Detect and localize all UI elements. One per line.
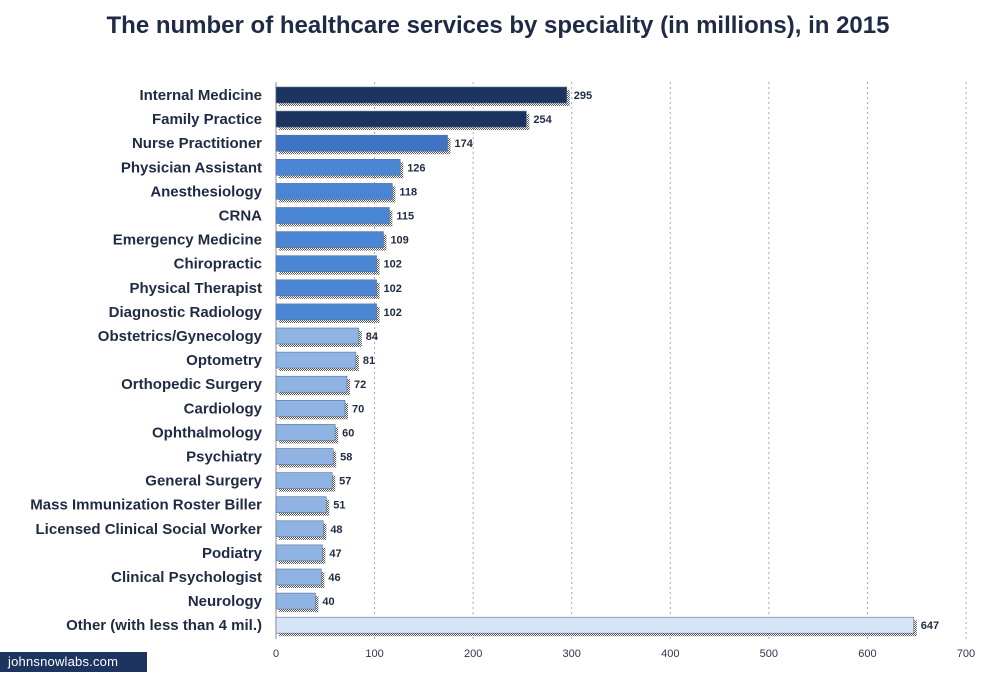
value-label: 295 <box>574 90 592 102</box>
value-label: 174 <box>455 138 474 150</box>
bar <box>275 592 316 610</box>
bar <box>275 351 357 369</box>
category-label: Emergency Medicine <box>113 232 262 249</box>
x-tick-label: 0 <box>273 648 279 660</box>
category-label: Neurology <box>188 593 263 610</box>
category-label: Podiatry <box>202 545 263 562</box>
bar <box>275 183 393 200</box>
bar <box>275 520 324 538</box>
category-label: Licensed Clinical Social Worker <box>36 521 263 538</box>
value-label: 84 <box>366 331 379 343</box>
bar <box>275 472 333 489</box>
bar <box>275 134 448 152</box>
value-label: 102 <box>384 283 402 295</box>
bar <box>275 207 390 224</box>
category-label: Obstetrics/Gynecology <box>98 328 263 345</box>
value-label: 47 <box>329 548 341 560</box>
category-label: Orthopedic Surgery <box>121 376 263 393</box>
bar <box>275 110 527 128</box>
x-tick-label: 300 <box>563 648 581 660</box>
brand-watermark: johnsnowlabs.com <box>0 652 147 672</box>
value-label: 57 <box>339 476 351 488</box>
value-label: 70 <box>352 403 364 415</box>
value-label: 254 <box>533 114 552 126</box>
bar <box>275 568 322 586</box>
category-label: Clinical Psychologist <box>111 569 262 586</box>
value-labels: 295 254 174 126 118 115 109 102 102 102 84 81 72 70 60… <box>322 90 939 632</box>
category-label: Diagnostic Radiology <box>109 304 263 321</box>
bar <box>275 231 384 248</box>
category-label: Other (with less than 4 mil.) <box>66 617 262 634</box>
x-tick-label: 600 <box>858 648 876 660</box>
value-label: 60 <box>342 427 354 439</box>
bar <box>275 399 346 417</box>
x-tick-label: 400 <box>661 648 679 660</box>
value-label: 109 <box>390 235 408 247</box>
category-label: Chiropractic <box>174 256 262 273</box>
value-label: 72 <box>354 379 366 391</box>
value-label: 102 <box>384 259 402 271</box>
bar <box>275 375 348 393</box>
category-label: Ophthalmology <box>152 424 263 441</box>
value-label: 647 <box>921 620 939 632</box>
category-labels: Internal Medicine Family Practice Nurse Pr… <box>30 87 262 634</box>
value-label: 118 <box>399 186 417 198</box>
value-label: 51 <box>333 500 345 512</box>
bar <box>275 448 334 465</box>
x-tick-label: 100 <box>365 648 383 660</box>
category-label: Physician Assistant <box>121 159 262 176</box>
value-label: 58 <box>340 452 352 464</box>
category-label: Mass Immunization Roster Biller <box>30 497 262 514</box>
bar <box>275 616 915 634</box>
bar <box>275 86 568 104</box>
value-label: 46 <box>328 572 340 584</box>
bar <box>275 496 327 514</box>
category-label: General Surgery <box>145 473 262 490</box>
x-tick-label: 200 <box>464 648 482 660</box>
category-label: Psychiatry <box>186 449 263 466</box>
bar <box>275 303 377 321</box>
x-axis-ticks: 0 100 200 300 400 500 600 700 <box>273 648 975 660</box>
category-label: CRNA <box>219 208 262 225</box>
bar <box>275 544 323 562</box>
value-label: 126 <box>407 162 425 174</box>
value-label: 102 <box>384 307 402 319</box>
value-label: 81 <box>363 355 375 367</box>
category-label: Nurse Practitioner <box>132 135 262 152</box>
category-label: Physical Therapist <box>129 280 262 297</box>
chart-title: The number of healthcare services by spe… <box>106 12 890 39</box>
bars <box>275 86 917 637</box>
category-label: Optometry <box>186 352 263 369</box>
bar <box>275 159 401 176</box>
category-label: Cardiology <box>184 400 263 417</box>
value-label: 40 <box>322 596 334 608</box>
value-label: 48 <box>330 524 342 536</box>
category-label: Internal Medicine <box>139 87 262 104</box>
bar <box>275 424 336 441</box>
x-tick-label: 500 <box>760 648 778 660</box>
bar <box>275 327 360 345</box>
value-label: 115 <box>396 211 414 223</box>
x-tick-label: 700 <box>957 648 975 660</box>
category-label: Anesthesiology <box>150 183 262 200</box>
bar <box>275 279 377 297</box>
category-label: Family Practice <box>152 111 262 128</box>
bar <box>275 255 377 272</box>
